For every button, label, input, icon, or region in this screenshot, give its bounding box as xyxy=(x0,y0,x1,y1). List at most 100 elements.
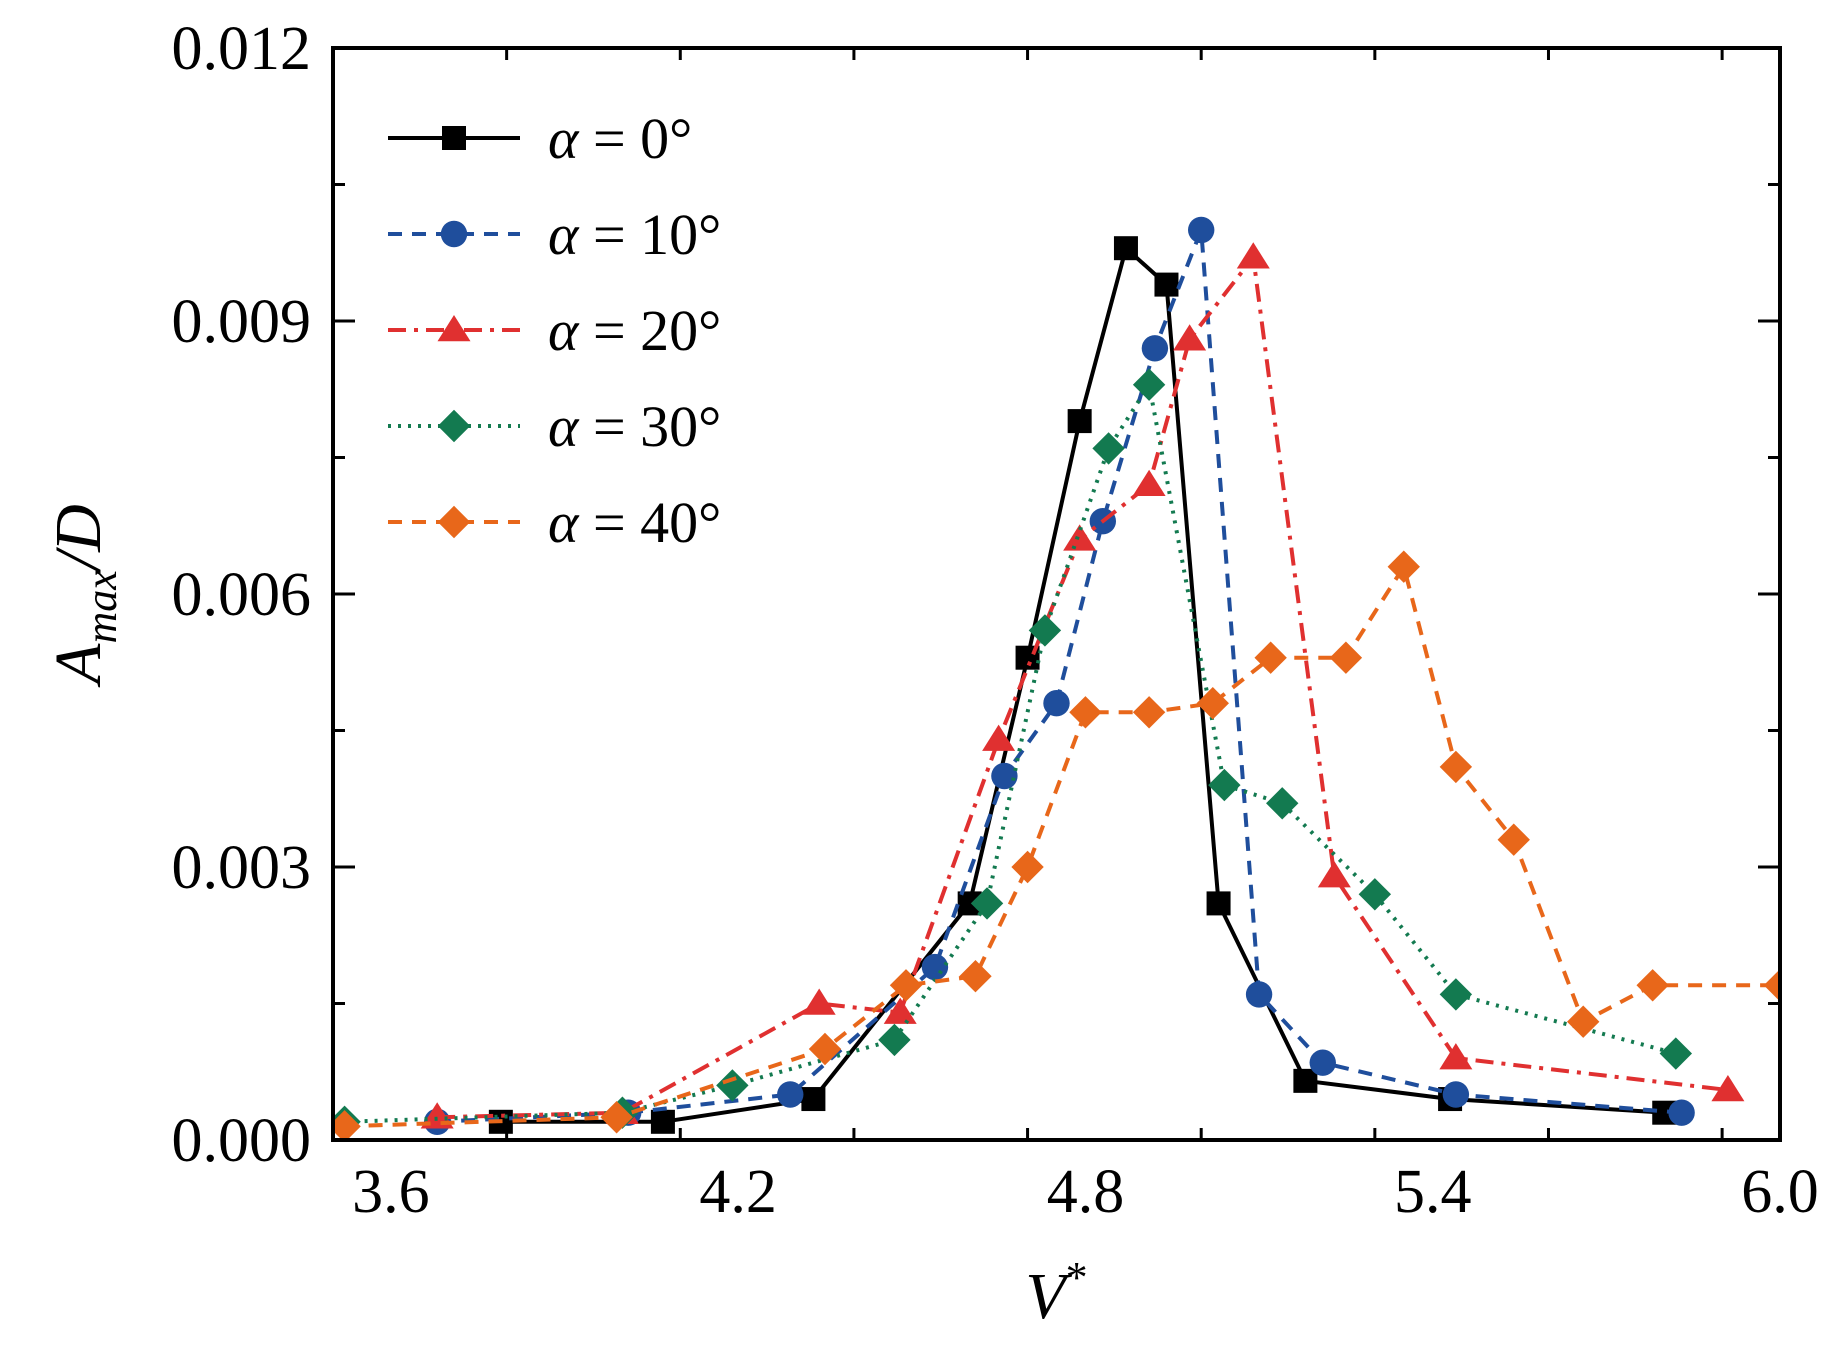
data-point xyxy=(1439,978,1473,1011)
data-point xyxy=(1206,891,1231,916)
data-point xyxy=(1028,614,1062,647)
data-point xyxy=(801,1087,826,1112)
data-point xyxy=(1154,272,1179,297)
data-point xyxy=(1063,524,1097,551)
data-point xyxy=(1132,368,1166,401)
data-point xyxy=(1668,1099,1695,1126)
data-point xyxy=(1188,216,1215,244)
data-point xyxy=(1132,696,1166,729)
legend-label: α = 20° xyxy=(548,298,721,363)
data-point xyxy=(1329,641,1363,674)
legend-item: α = 0° xyxy=(388,106,692,171)
legend-item: α = 20° xyxy=(388,298,721,363)
data-point xyxy=(1236,242,1270,269)
data-point xyxy=(1196,687,1229,720)
data-point xyxy=(808,1032,842,1066)
data-point xyxy=(1069,696,1102,729)
data-point xyxy=(1358,878,1392,911)
y-axis-title-rest: /D xyxy=(42,504,115,574)
legend-item: α = 30° xyxy=(388,394,721,459)
data-point xyxy=(1092,432,1125,465)
y-tick-label: 0.000 xyxy=(172,1107,312,1175)
data-point xyxy=(970,887,1004,920)
series-line-2 xyxy=(437,255,1729,1120)
legend-marker xyxy=(440,220,468,248)
data-point xyxy=(1254,641,1287,674)
plot-area xyxy=(333,216,1780,1140)
data-point xyxy=(600,1101,633,1134)
data-point xyxy=(1763,969,1780,1002)
data-point xyxy=(1173,324,1207,351)
data-point xyxy=(650,1109,675,1134)
y-tick-label: 0.006 xyxy=(172,561,312,629)
y-axis-title-sub: max xyxy=(77,570,126,644)
series-line-1 xyxy=(437,228,1682,1124)
legend-label: α = 0° xyxy=(548,106,692,171)
data-point xyxy=(889,969,923,1002)
legend-item: α = 10° xyxy=(388,202,721,267)
data-point xyxy=(878,1023,911,1057)
data-point xyxy=(1293,1068,1318,1093)
data-point xyxy=(1636,969,1669,1002)
data-point xyxy=(1011,850,1044,884)
data-point xyxy=(1442,1081,1470,1108)
data-point xyxy=(1113,236,1138,261)
legend-marker xyxy=(437,315,471,342)
data-point xyxy=(1439,1043,1473,1070)
legend-label: α = 30° xyxy=(548,394,721,459)
series-0 xyxy=(488,236,1677,1134)
x-tick-label: 5.4 xyxy=(1394,1158,1472,1226)
x-tick-label: 4.2 xyxy=(699,1158,777,1226)
data-point xyxy=(1266,787,1299,820)
data-point xyxy=(991,762,1018,790)
x-tick-label: 3.6 xyxy=(352,1158,430,1226)
data-point xyxy=(1043,690,1070,717)
data-point xyxy=(1659,1037,1693,1070)
legend-item: α = 40° xyxy=(388,490,721,555)
data-point xyxy=(883,997,917,1024)
y-tick-label: 0.009 xyxy=(172,288,312,356)
data-point xyxy=(1067,409,1092,434)
x-axis-title-sup: * xyxy=(1066,1253,1088,1302)
data-point xyxy=(1132,469,1166,497)
data-point xyxy=(1387,550,1420,583)
legend-label: α = 10° xyxy=(548,202,721,267)
series-line-4 xyxy=(344,564,1780,1129)
legend-marker xyxy=(442,126,466,150)
x-tick-label: 4.8 xyxy=(1047,1158,1125,1226)
y-tick-label: 0.003 xyxy=(172,834,312,902)
y-axis-title-base: A xyxy=(42,643,115,688)
axes xyxy=(331,46,1782,1142)
data-point xyxy=(1141,335,1169,362)
data-point xyxy=(716,1069,749,1102)
data-point xyxy=(921,953,949,981)
series-4 xyxy=(333,550,1780,1140)
data-point xyxy=(1245,981,1273,1008)
data-point xyxy=(777,1081,804,1108)
data-point xyxy=(1317,861,1351,888)
tick-labels: 3.6 4.2 4.8 5.4 6.0 0.000 0.003 0.006 0.009 0.012 xyxy=(172,15,1819,1226)
legend-label: α = 40° xyxy=(548,490,721,555)
data-point xyxy=(1208,768,1241,802)
x-tick-label: 6.0 xyxy=(1741,1158,1819,1226)
series-line-0 xyxy=(500,246,1665,1124)
data-point xyxy=(802,988,836,1015)
series-3 xyxy=(333,368,1693,1138)
data-point xyxy=(982,724,1016,751)
y-tick-label: 0.012 xyxy=(172,15,312,83)
series-2 xyxy=(420,242,1745,1129)
data-point xyxy=(1439,750,1473,784)
data-point xyxy=(1711,1074,1745,1102)
legend: α = 0° α = 10° α = 20° α = 30° α = 40° xyxy=(388,106,721,555)
data-point xyxy=(1309,1049,1336,1076)
x-axis-title-base: V xyxy=(1025,1260,1072,1333)
data-point xyxy=(333,1110,361,1140)
y-axis-title: Amax/D xyxy=(42,504,126,688)
data-point xyxy=(1567,1005,1600,1038)
series-line-3 xyxy=(344,382,1677,1124)
data-point xyxy=(1497,823,1530,856)
legend-marker xyxy=(437,409,471,443)
x-axis-title: V* xyxy=(1025,1253,1087,1333)
legend-marker xyxy=(437,505,471,539)
